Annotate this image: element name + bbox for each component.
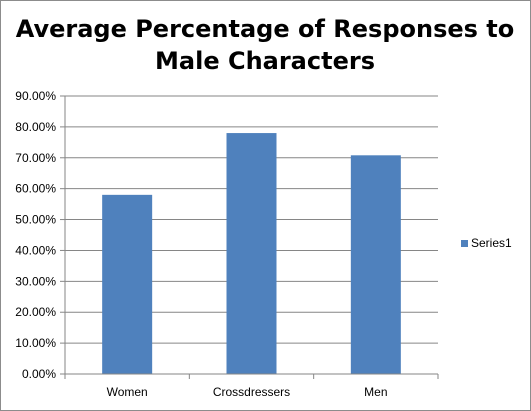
legend: Series1 xyxy=(461,236,512,250)
bar-crossdressers xyxy=(226,133,277,374)
y-tick-label: 30.00% xyxy=(15,274,56,288)
axes xyxy=(64,96,439,379)
legend-label-series1: Series1 xyxy=(471,236,512,250)
y-tick-label: 90.00% xyxy=(15,89,56,103)
y-axis-tick-labels: 0.00% 10.00% 20.00% 30.00% 40.00% 50.00% 60.00… xyxy=(15,89,56,381)
y-tick-label: 10.00% xyxy=(15,336,56,350)
y-tick-label: 70.00% xyxy=(15,151,56,165)
bars xyxy=(102,133,401,374)
legend-swatch xyxy=(461,240,468,247)
chart-title-line-2: Male Characters xyxy=(155,47,375,75)
y-tick-label: 50.00% xyxy=(15,213,56,227)
bar-men xyxy=(350,155,401,374)
x-category-label: Men xyxy=(364,385,387,399)
x-category-label: Women xyxy=(107,385,148,399)
bar-women xyxy=(102,194,153,374)
y-tick-label: 80.00% xyxy=(15,120,56,134)
y-tick-label: 40.00% xyxy=(15,243,56,257)
y-tick-label: 20.00% xyxy=(15,305,56,319)
y-tick-label: 60.00% xyxy=(15,182,56,196)
x-category-label: Crossdressers xyxy=(213,385,290,399)
x-axis-category-labels: Women Crossdressers Men xyxy=(107,385,388,399)
y-tick-label: 0.00% xyxy=(22,367,56,381)
chart-title-line-1: Average Percentage of Responses to xyxy=(16,15,515,43)
